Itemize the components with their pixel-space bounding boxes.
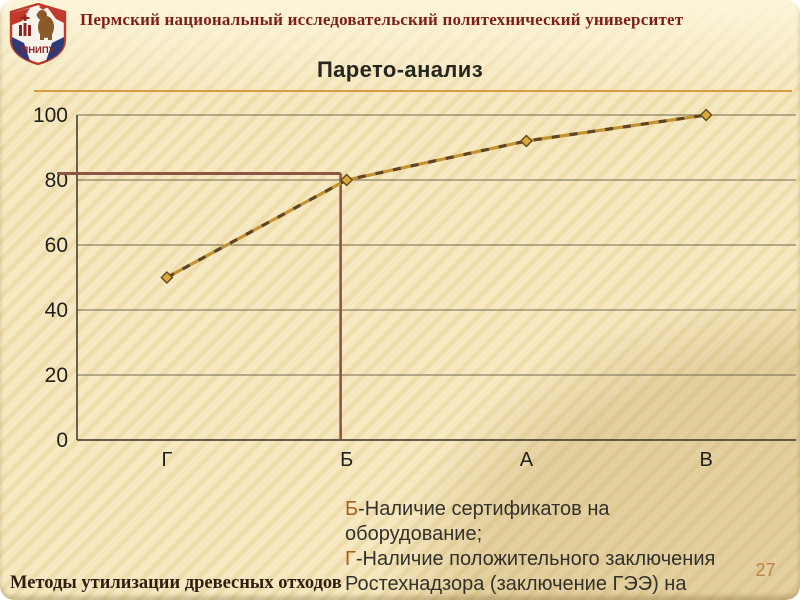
cumulative-line-dashes: [166, 113, 707, 279]
presentation-subject: Методы утилизации древесных отходов: [10, 573, 342, 593]
logo-bear-icon: [36, 10, 54, 40]
y-tick-label: 0: [56, 429, 68, 452]
logo-acronym: ПНИПУ: [21, 45, 54, 56]
logo-wedge-left: [12, 37, 30, 61]
x-category-label: Г: [161, 449, 172, 471]
logo-bear-hat: [39, 5, 47, 10]
data-point-marker: [519, 134, 533, 148]
y-tick-label: 20: [45, 364, 68, 387]
legend-text-b: -Наличие сертификатов на оборудование;: [345, 498, 610, 545]
x-category-label: Б: [340, 449, 353, 471]
y-tick-label: 60: [45, 234, 68, 257]
logo-wedge-right: [46, 37, 64, 61]
y-tick-label: 100: [33, 104, 68, 127]
x-category-label: В: [699, 449, 712, 471]
category-legend: Б-Наличие сертификатов на оборудование; …: [345, 497, 721, 597]
y-tick-label: 40: [45, 299, 68, 322]
legend-item-b: Б-Наличие сертификатов на оборудование;: [345, 497, 721, 547]
legend-letter-b: Б: [345, 498, 359, 520]
page-title: Парето-анализ: [316, 57, 484, 82]
university-name: Пермский национальный исследовательский …: [80, 10, 684, 29]
x-category-label: А: [520, 449, 534, 471]
legend-letter-g: Г: [345, 548, 356, 570]
university-logo: ПНИПУ: [9, 3, 67, 65]
logo-corner-left: [12, 8, 30, 25]
data-point-marker: [340, 173, 354, 187]
legend-item-g: Г-Наличие положительного заключения Рост…: [345, 547, 721, 597]
legend-text-g: -Наличие положительного заключения Росте…: [345, 548, 716, 595]
data-point-marker: [699, 108, 713, 122]
cumulative-line: [166, 113, 707, 279]
data-point-marker: [160, 270, 174, 285]
title-divider: [34, 90, 792, 92]
slide-number: 27: [755, 560, 776, 580]
logo-corner-right: [48, 8, 64, 23]
logo-monument-icon: [19, 15, 31, 36]
